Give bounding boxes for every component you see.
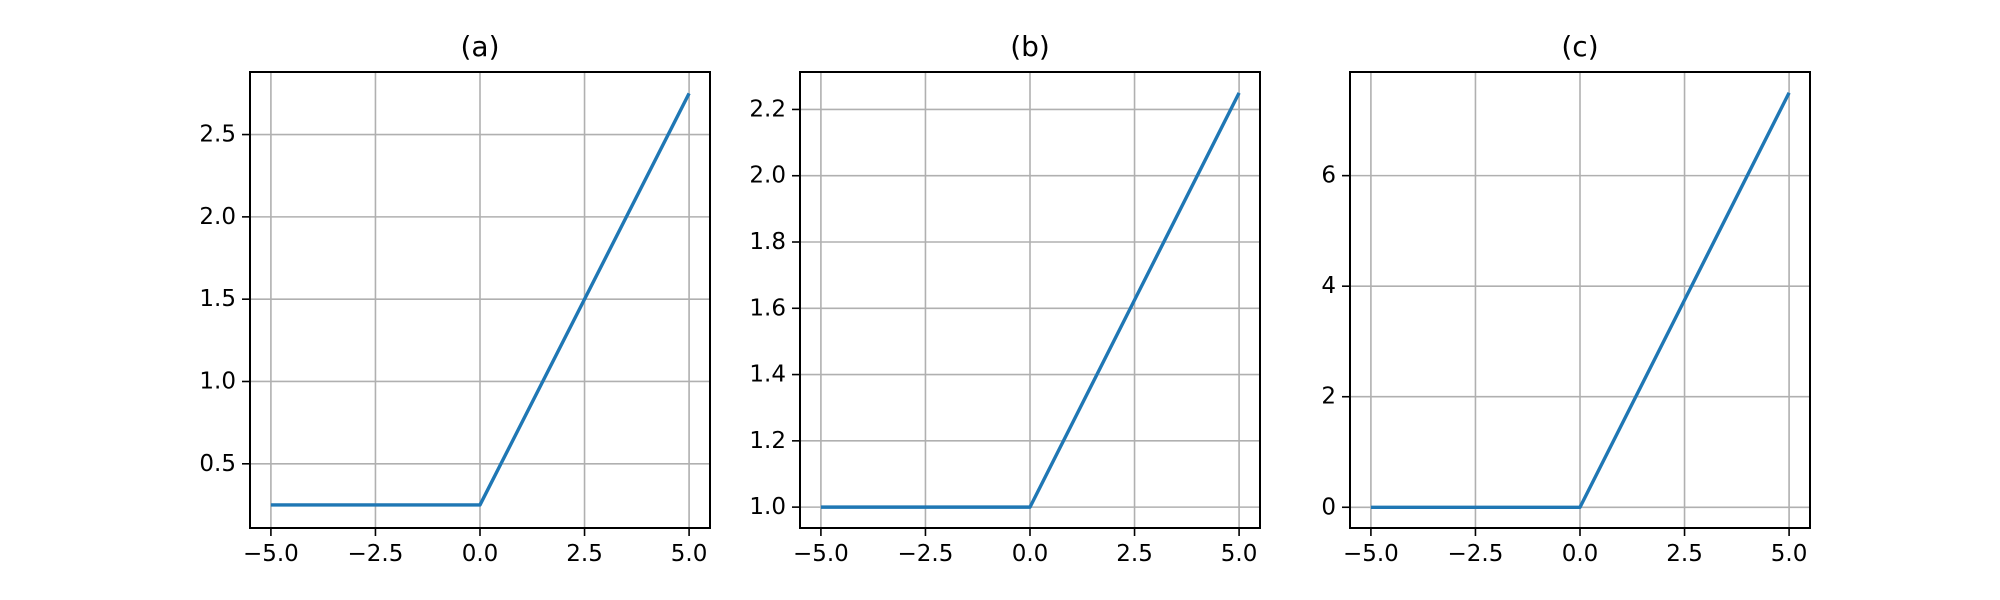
y-tick-label: 1.5 — [199, 286, 236, 312]
x-tick-label: 5.0 — [671, 541, 708, 567]
x-tick-label: 0.0 — [1012, 541, 1049, 567]
y-tick-label: 0 — [1321, 494, 1336, 520]
y-tick-label: 1.8 — [749, 229, 786, 255]
y-tick-label: 1.0 — [749, 494, 786, 520]
y-tick-label: 2.5 — [199, 122, 236, 148]
y-tick-label: 2.2 — [749, 96, 786, 122]
x-tick-label: −2.5 — [348, 541, 404, 567]
x-tick-label: 5.0 — [1771, 541, 1808, 567]
y-tick-label: 1.4 — [749, 362, 786, 388]
y-tick-label: 6 — [1321, 163, 1336, 189]
series-line — [820, 92, 1241, 509]
x-tick-label: −5.0 — [1343, 541, 1399, 567]
y-tick-label: 2.0 — [749, 163, 786, 189]
chart-panel-1: −5.0 −2.5 0.0 2.5 5.0 1.0 1.2 1.4 1.6 1.8 2.0 2.2 (b… — [749, 30, 1261, 567]
panel-title: (b) — [1010, 30, 1050, 63]
y-tick-label: 4 — [1321, 273, 1336, 299]
x-tick-label: −5.0 — [243, 541, 299, 567]
x-tick-label: −5.0 — [793, 541, 849, 567]
y-tick-label: 2 — [1321, 384, 1336, 410]
y-tick-label: 1.0 — [199, 368, 236, 394]
panel-title: (a) — [460, 30, 499, 63]
x-tick-label: −2.5 — [1448, 541, 1504, 567]
x-tick-label: −2.5 — [898, 541, 954, 567]
x-tick-label: 5.0 — [1221, 541, 1258, 567]
x-tick-label: 2.5 — [566, 541, 603, 567]
chart-panel-0: −5.0 −2.5 0.0 2.5 5.0 0.5 1.0 1.5 2.0 2.5 (a) — [199, 30, 711, 567]
x-tick-label: 2.5 — [1666, 541, 1703, 567]
y-tick-label: 0.5 — [199, 451, 236, 477]
series-line — [270, 92, 691, 507]
y-tick-label: 2.0 — [199, 204, 236, 230]
x-tick-label: 0.0 — [1562, 541, 1599, 567]
x-tick-label: 0.0 — [462, 541, 499, 567]
y-tick-label: 1.6 — [749, 295, 786, 321]
chart-panel-2: −5.0 −2.5 0.0 2.5 5.0 0 2 4 6 (c) — [1321, 30, 1811, 567]
panel-title: (c) — [1561, 30, 1598, 63]
series-line — [1370, 91, 1791, 509]
x-tick-label: 2.5 — [1116, 541, 1153, 567]
y-tick-label: 1.2 — [749, 428, 786, 454]
